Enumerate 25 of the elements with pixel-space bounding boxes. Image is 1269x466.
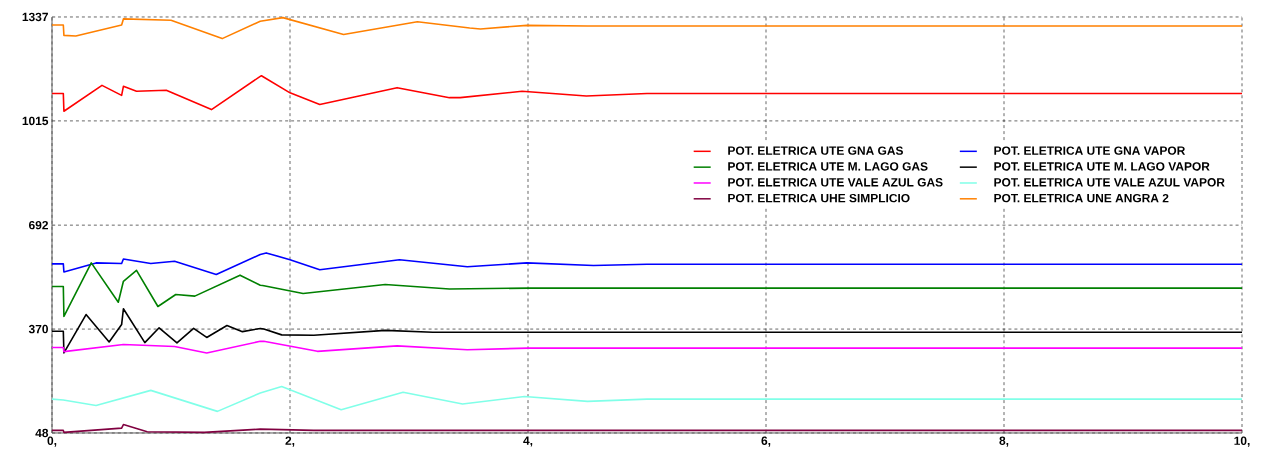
x-tick-label: 6,: [761, 436, 771, 447]
x-tick-label: 4,: [523, 436, 533, 447]
line-series: [51, 385, 1243, 413]
line-series: [51, 74, 1243, 113]
legend-label: POT. ELETRICA UHE SIMPLICIO: [728, 193, 910, 203]
legend-label: POT. ELETRICA UNE ANGRA 2: [994, 193, 1169, 203]
line-series: [51, 252, 1243, 276]
legend-label: POT. ELETRICA UTE VALE AZUL VAPOR: [994, 178, 1225, 187]
legend-label: POT. ELETRICA UTE M. LAGO GAS: [728, 162, 928, 171]
legend-label: POT. ELETRICA UTE VALE AZUL GAS: [728, 178, 943, 187]
y-tick-label: 1337: [22, 12, 48, 22]
y-tick-label: 48: [35, 428, 49, 438]
legend-label: POT. ELETRICA UTE M. LAGO VAPOR: [994, 162, 1210, 171]
line-series: [51, 340, 1243, 354]
x-tick-label: 8,: [999, 436, 1009, 447]
y-tick-label: 1015: [22, 116, 49, 126]
legend-label: POT. ELETRICA UTE GNA GAS: [728, 146, 903, 155]
x-tick-label: 0,: [47, 436, 57, 447]
line-series: [51, 262, 1243, 318]
x-tick-label: 10,: [1234, 436, 1250, 447]
line-series: [51, 16, 1243, 40]
legend-label: POT. ELETRICA UTE GNA VAPOR: [994, 146, 1186, 155]
x-tick-label: 2,: [285, 436, 295, 447]
y-tick-label: 370: [28, 324, 48, 334]
y-tick-label: 692: [28, 220, 49, 230]
